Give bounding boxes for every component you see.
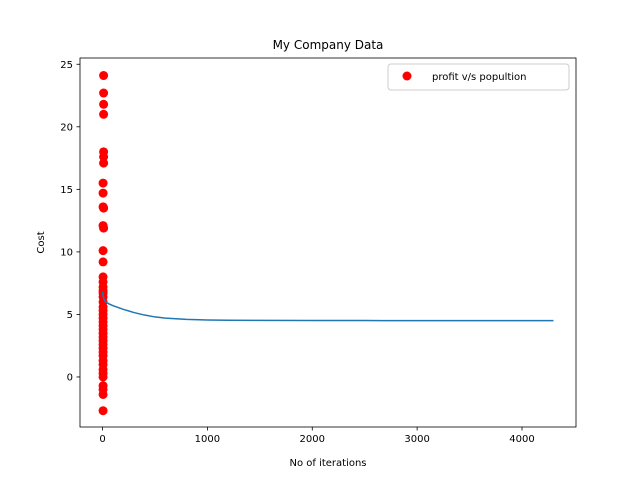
x-tick-label: 2000 xyxy=(300,434,325,445)
scatter-point xyxy=(98,372,108,382)
y-tick-label: 25 xyxy=(60,60,73,71)
scatter-point xyxy=(98,188,108,198)
scatter-point xyxy=(98,246,108,256)
y-axis-label: Cost xyxy=(36,231,47,253)
y-tick-label: 0 xyxy=(67,372,73,383)
chart-title: My Company Data xyxy=(273,38,384,52)
scatter-point xyxy=(99,158,109,168)
legend-box xyxy=(387,63,570,91)
legend: profit v/s popultion xyxy=(387,63,570,91)
scatter-point xyxy=(98,257,108,267)
cost-line xyxy=(101,291,554,322)
x-axis-label: No of iterations xyxy=(289,458,366,469)
y-axis-ticks: 0 5 10 15 20 25 xyxy=(60,60,80,383)
scatter-point xyxy=(99,99,109,109)
legend-marker-scatter xyxy=(402,71,412,81)
scatter-point xyxy=(98,178,108,188)
y-tick-label: 5 xyxy=(67,310,73,321)
x-tick-label: 0 xyxy=(99,434,105,445)
x-tick-label: 4000 xyxy=(509,434,534,445)
x-axis-ticks: 0 1000 2000 3000 4000 xyxy=(99,427,535,445)
scatter-point xyxy=(99,88,109,98)
legend-label-scatter: profit v/s popultion xyxy=(432,72,527,83)
y-tick-label: 15 xyxy=(60,185,73,196)
plot-area xyxy=(80,58,576,427)
plot-marks xyxy=(98,71,554,416)
scatter-point xyxy=(99,152,109,162)
scatter-point xyxy=(99,71,109,81)
scatter-point xyxy=(99,203,109,213)
x-tick-label: 1000 xyxy=(195,434,220,445)
scatter-point xyxy=(98,406,108,416)
scatter-point xyxy=(99,223,109,233)
y-tick-label: 10 xyxy=(60,247,73,258)
scatter-point xyxy=(99,109,109,119)
scatter-point xyxy=(98,389,108,399)
x-tick-label: 3000 xyxy=(404,434,429,445)
y-tick-label: 20 xyxy=(60,122,73,133)
axes-frame xyxy=(79,57,577,428)
